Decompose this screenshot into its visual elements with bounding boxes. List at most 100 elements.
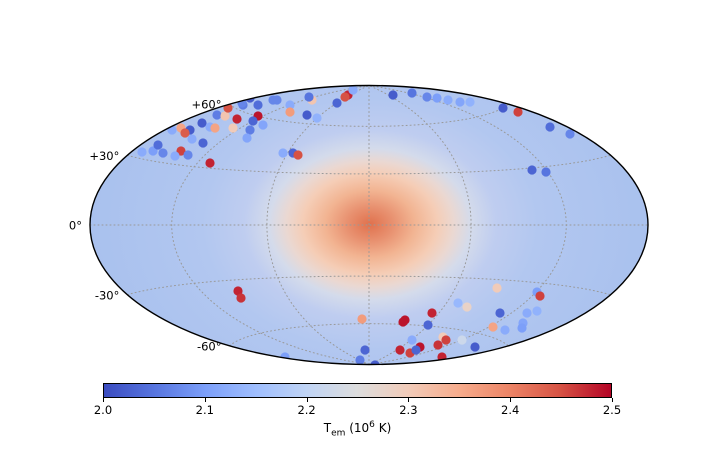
colorbar-tick-label: 2.2 [297,403,316,417]
data-point [304,92,314,102]
latitude-label: -30° [95,288,120,302]
colorbar-tick-label: 2.0 [93,403,113,417]
data-point [470,342,480,352]
data-point [432,93,442,103]
data-point [197,118,207,128]
latitude-label: -60° [197,339,222,353]
data-point [220,111,230,121]
data-point [407,335,417,345]
grid-meridian [368,85,472,365]
data-point [242,133,252,143]
data-point [187,134,197,144]
data-point [545,122,555,132]
data-point [170,151,180,161]
sky-map: +60° +30° 0° -30° -60° [69,84,649,366]
data-point [465,97,475,107]
colorbar-axis-label: Tem (106 K) [103,420,612,438]
data-point [360,345,370,355]
data-point [258,120,268,130]
latitude-label: 0° [69,219,82,233]
data-point [411,345,421,355]
data-point [541,167,551,177]
data-point [441,335,451,345]
data-point [357,314,367,324]
data-point [513,107,523,117]
colorbar [103,383,612,398]
colorbar-tick [612,398,613,402]
data-point [443,95,453,105]
data-point [153,140,163,150]
data-point [158,148,168,158]
data-point [427,308,437,318]
data-point [370,360,380,365]
data-point [422,92,432,102]
data-point [278,148,288,158]
data-point [565,129,575,139]
latitude-label: +30° [89,149,119,163]
data-point [137,147,147,157]
data-point [302,110,312,120]
colorbar-tick [204,398,206,402]
data-point [228,123,238,133]
data-point [455,97,465,107]
colorbar-tick-label: 2.3 [399,403,418,417]
colorbar-tick-label: 2.4 [501,403,520,417]
latitude-label: +60° [191,98,221,112]
data-point [388,90,398,100]
data-point [312,113,322,123]
data-point [522,308,532,318]
data-point [355,355,365,365]
colorbar-label-sub: em [331,428,346,439]
data-point [433,340,443,350]
data-point [183,150,193,160]
colorbar-tick [510,398,512,402]
colorbar-label-base: T [323,421,332,435]
map-outline [89,84,649,366]
data-point [340,92,350,102]
colorbar-tick [306,398,308,402]
data-point [500,325,510,335]
data-point [212,110,222,120]
colorbar-tick [408,398,410,402]
data-point [285,107,295,117]
data-point [348,85,358,95]
data-point [457,335,467,345]
data-point [495,308,505,318]
colorbar-label-sup: 6 [369,420,375,430]
colorbar-tick [103,398,104,402]
colorbar-tick-label: 2.1 [195,403,214,417]
data-point [236,293,246,303]
data-point [395,345,405,355]
data-point [293,150,303,160]
colorbar-label-mid: (10 [345,421,370,435]
data-point [332,98,342,108]
data-point [498,103,508,113]
data-point [423,320,433,330]
data-point [253,100,263,110]
data-point [245,125,255,135]
data-point [398,317,408,327]
colorbar-tick-label: 2.5 [602,403,622,417]
data-point [527,165,537,175]
data-point [233,286,243,296]
data-point [205,158,215,168]
data-point [180,128,190,138]
data-point [268,95,278,105]
data-point [248,116,258,126]
data-point [453,298,463,308]
data-point [285,100,295,110]
data-point [407,88,417,98]
data-point [232,114,242,124]
data-point [492,283,502,293]
data-point [517,323,527,333]
data-point [488,322,498,332]
data-point [462,302,472,312]
data-point [535,291,545,301]
colorbar-label-end: K) [374,421,392,435]
grid-meridian [266,85,370,365]
grid-meridian [368,85,567,365]
data-point [532,306,542,316]
data-point [210,123,220,133]
data-point [198,138,208,148]
